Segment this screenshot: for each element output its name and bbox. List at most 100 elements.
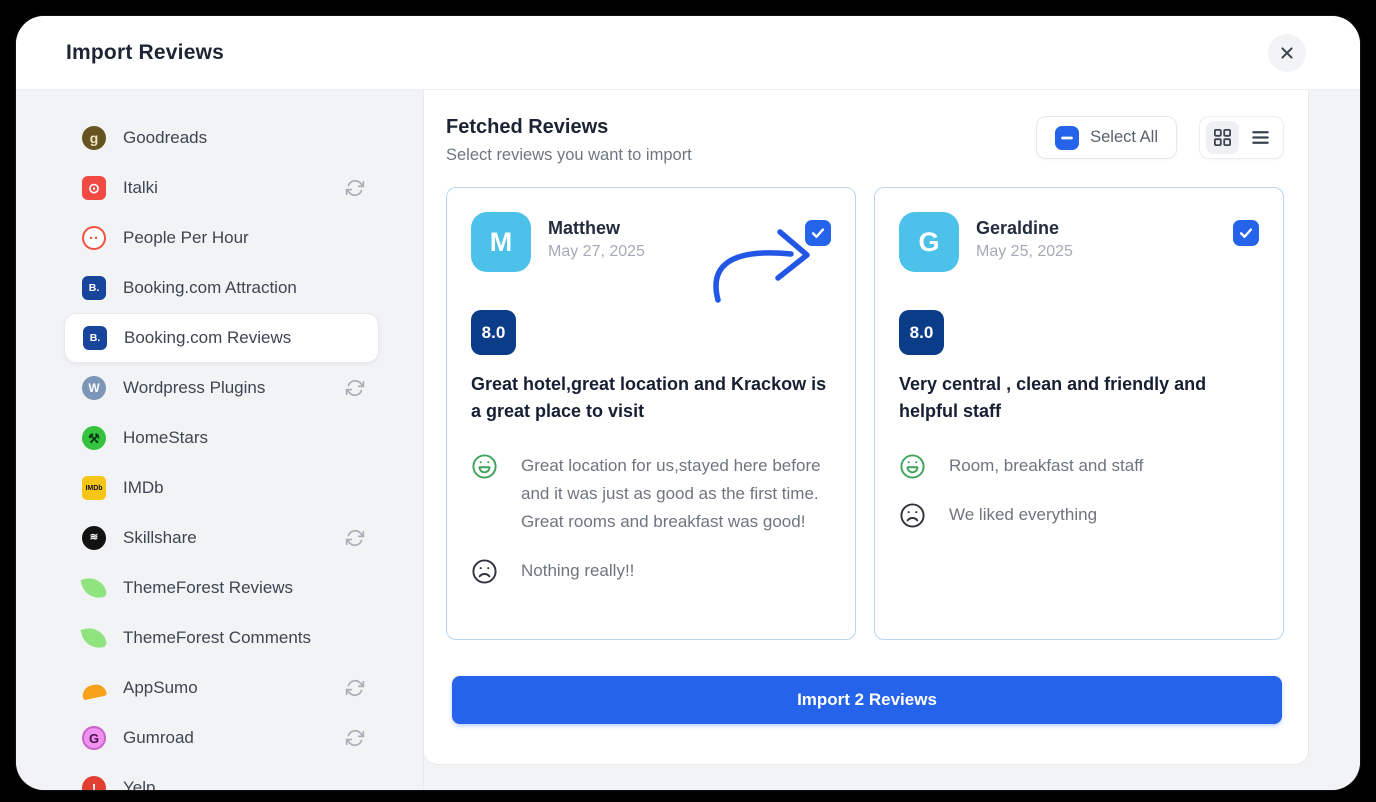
select-all-checkbox[interactable] xyxy=(1055,125,1080,150)
sidebar-item-label: Wordpress Plugins xyxy=(123,378,266,397)
sidebar-item-label: Goodreads xyxy=(123,128,208,147)
yelp-icon: ! xyxy=(82,776,106,790)
sidebar-item-wordpress-plugins[interactable]: W Wordpress Plugins xyxy=(64,363,379,413)
sync-icon xyxy=(345,378,365,398)
sidebar-item-label: HomeStars xyxy=(123,428,209,447)
sidebar-item-appsumo[interactable]: AppSumo xyxy=(64,663,379,713)
modal-body: g Goodreads ⊙ Italki ·· People Per Hour … xyxy=(16,90,1360,790)
indeterminate-minus-icon xyxy=(1057,128,1077,148)
sync-icon xyxy=(345,178,365,198)
modal-title: Import Reviews xyxy=(66,40,225,64)
avatar: M xyxy=(471,212,531,272)
review-cards-row: M Matthew May 27, 2025 8.0 Great hotel,g… xyxy=(424,187,1308,640)
pros-text: Great location for us,stayed here before… xyxy=(521,456,821,531)
italki-icon: ⊙ xyxy=(82,176,106,200)
gumroad-icon: G xyxy=(82,726,106,750)
frowny-face-icon xyxy=(899,502,926,529)
sidebar-item-gumroad[interactable]: G Gumroad xyxy=(64,713,379,763)
cons-text: Nothing really!! xyxy=(521,561,635,580)
imdb-icon: IMDb xyxy=(82,476,106,500)
sources-list: g Goodreads ⊙ Italki ·· People Per Hour … xyxy=(16,113,423,790)
import-reviews-modal: Import Reviews g Goodreads ⊙ Italki ·· P… xyxy=(16,16,1360,790)
list-view-button[interactable] xyxy=(1244,121,1277,154)
sidebar-item-homestars[interactable]: ⚒ HomeStars xyxy=(64,413,379,463)
cons-row: We liked everything xyxy=(899,501,1259,529)
homestars-icon: ⚒ xyxy=(82,426,106,450)
fetched-reviews-title: Fetched Reviews xyxy=(446,116,609,138)
rating-badge: 8.0 xyxy=(899,310,944,355)
sidebar-item-themeforest-reviews[interactable]: ThemeForest Reviews xyxy=(64,563,379,613)
review-card-geraldine[interactable]: G Geraldine May 25, 2025 8.0 Very centra… xyxy=(874,187,1284,640)
sync-icon xyxy=(345,678,365,698)
wordpress-icon: W xyxy=(82,376,106,400)
reviewer-name: Geraldine xyxy=(976,218,1060,238)
people-per-hour-icon: ·· xyxy=(82,226,106,250)
sidebar-item-themeforest-comments[interactable]: ThemeForest Comments xyxy=(64,613,379,663)
themeforest-icon xyxy=(80,574,108,602)
select-all-button[interactable]: Select All xyxy=(1036,116,1177,159)
close-icon xyxy=(1277,43,1297,63)
sources-sidebar: g Goodreads ⊙ Italki ·· People Per Hour … xyxy=(16,90,424,790)
review-title: Great hotel,great location and Krackow i… xyxy=(471,374,827,421)
sidebar-item-yelp[interactable]: ! Yelp xyxy=(64,763,379,790)
review-checkbox[interactable] xyxy=(1233,220,1259,246)
appsumo-icon xyxy=(80,682,108,700)
check-icon xyxy=(1237,224,1255,242)
sidebar-item-label: IMDb xyxy=(123,478,164,497)
sidebar-item-italki[interactable]: ⊙ Italki xyxy=(64,163,379,213)
import-area: Import 2 Reviews xyxy=(424,640,1308,724)
review-title: Very central , clean and friendly and he… xyxy=(899,374,1207,421)
sidebar-item-imdb[interactable]: IMDb IMDb xyxy=(64,463,379,513)
sidebar-item-skillshare[interactable]: ≋ Skillshare xyxy=(64,513,379,563)
pros-row: Great location for us,stayed here before… xyxy=(471,452,831,536)
close-button[interactable] xyxy=(1268,33,1306,72)
review-card-matthew[interactable]: M Matthew May 27, 2025 8.0 Great hotel,g… xyxy=(446,187,856,640)
grid-view-button[interactable] xyxy=(1206,121,1239,154)
sidebar-item-label: Skillshare xyxy=(123,528,197,547)
pros-row: Room, breakfast and staff xyxy=(899,452,1259,480)
review-checkbox[interactable] xyxy=(805,220,831,246)
sidebar-item-label: People Per Hour xyxy=(123,228,249,247)
sidebar-item-label: ThemeForest Comments xyxy=(123,628,311,647)
modal-header: Import Reviews xyxy=(16,16,1360,90)
reviewer-name: Matthew xyxy=(548,218,620,238)
sidebar-item-booking-com-reviews[interactable]: B. Booking.com Reviews xyxy=(64,313,379,363)
sidebar-item-label: ThemeForest Reviews xyxy=(123,578,294,597)
booking-attraction-icon: B. xyxy=(82,276,106,300)
sidebar-item-booking-com-attraction[interactable]: B. Booking.com Attraction xyxy=(64,263,379,313)
card-head: G Geraldine May 25, 2025 xyxy=(899,212,1259,272)
pros-text: Room, breakfast and staff xyxy=(949,456,1144,475)
goodreads-icon: g xyxy=(82,126,106,150)
select-all-label: Select All xyxy=(1090,128,1158,146)
header-actions: Select All xyxy=(1036,116,1284,159)
reviewer-info: Geraldine May 25, 2025 xyxy=(976,212,1073,261)
avatar: G xyxy=(899,212,959,272)
sidebar-item-label: Gumroad xyxy=(123,728,194,747)
fetched-header: Fetched Reviews Select reviews you want … xyxy=(424,90,1308,165)
right-gutter xyxy=(1309,90,1360,790)
sync-icon xyxy=(345,528,365,548)
reviewer-info: Matthew May 27, 2025 xyxy=(548,212,645,261)
sidebar-item-label: Yelp xyxy=(123,778,156,790)
themeforest-icon xyxy=(80,624,108,652)
fetched-reviews-panel: Fetched Reviews Select reviews you want … xyxy=(424,90,1309,765)
skillshare-icon: ≋ xyxy=(82,526,106,550)
list-view-icon xyxy=(1251,128,1270,147)
card-head: M Matthew May 27, 2025 xyxy=(471,212,831,272)
frowny-face-icon xyxy=(471,558,498,585)
fetched-reviews-subtitle: Select reviews you want to import xyxy=(446,146,692,164)
review-date: May 27, 2025 xyxy=(548,243,645,260)
sidebar-item-goodreads[interactable]: g Goodreads xyxy=(64,113,379,163)
sidebar-item-people-per-hour[interactable]: ·· People Per Hour xyxy=(64,213,379,263)
smiley-face-icon xyxy=(471,453,498,480)
sidebar-item-label: Booking.com Reviews xyxy=(124,328,292,347)
grid-view-icon xyxy=(1213,128,1232,147)
cons-text: We liked everything xyxy=(949,505,1098,524)
import-reviews-button[interactable]: Import 2 Reviews xyxy=(452,676,1282,724)
view-toggle xyxy=(1199,116,1284,159)
sidebar-item-label: Italki xyxy=(123,178,158,197)
cons-row: Nothing really!! xyxy=(471,557,831,585)
smiley-face-icon xyxy=(899,453,926,480)
booking-reviews-icon: B. xyxy=(83,326,107,350)
check-icon xyxy=(809,224,827,242)
